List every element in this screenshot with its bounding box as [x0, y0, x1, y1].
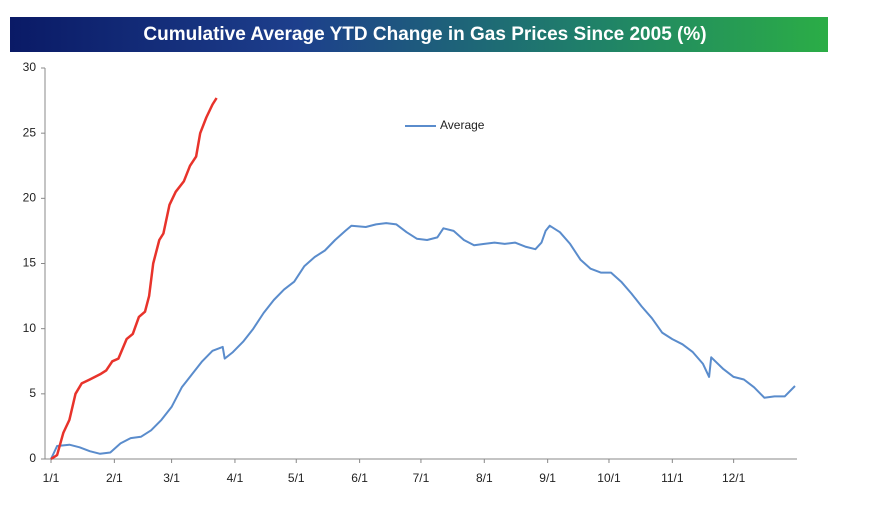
- x-tick-label: 9/1: [539, 471, 556, 485]
- x-tick-label: 10/1: [597, 471, 621, 485]
- data-line: [50, 97, 218, 461]
- y-tick-label: 30: [23, 60, 37, 74]
- x-tick-label: 3/1: [163, 471, 180, 485]
- chart-title: Cumulative Average YTD Change in Gas Pri…: [143, 24, 706, 45]
- x-tick-label: 7/1: [413, 471, 430, 485]
- y-tick-label: 0: [29, 451, 36, 465]
- title-banner: [10, 17, 828, 52]
- x-tick-label: 8/1: [476, 471, 493, 485]
- x-tick-label: 1/1: [43, 471, 60, 485]
- x-tick-label: 11/1: [661, 471, 684, 485]
- legend-label: Average: [440, 118, 485, 132]
- y-tick-label: 20: [23, 191, 37, 205]
- y-tick-label: 15: [23, 256, 37, 270]
- x-tick-label: 4/1: [227, 471, 244, 485]
- x-tick-label: 12/1: [722, 471, 746, 485]
- y-tick-label: 10: [23, 321, 37, 335]
- x-tick-label: 6/1: [351, 471, 368, 485]
- data-line: [50, 222, 796, 460]
- y-tick-label: 25: [23, 125, 37, 139]
- x-tick-label: 5/1: [288, 471, 305, 485]
- x-tick-label: 2/1: [106, 471, 123, 485]
- y-tick-label: 5: [29, 386, 36, 400]
